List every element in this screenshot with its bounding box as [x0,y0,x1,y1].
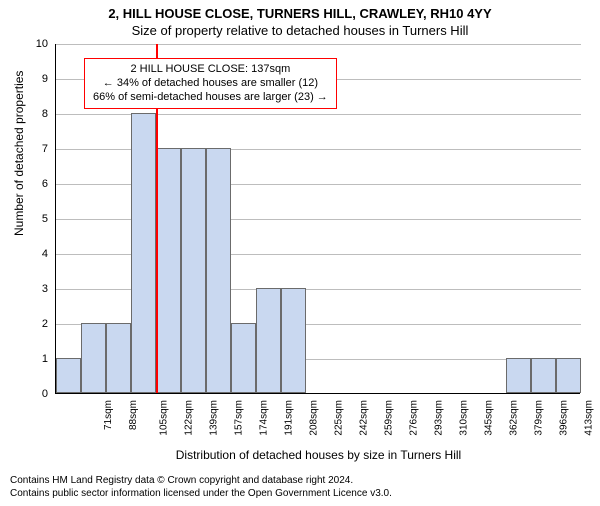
chart-title-description: Size of property relative to detached ho… [0,23,600,38]
histogram-bar [106,323,131,393]
footer-line-2: Contains public sector information licen… [10,488,392,501]
x-tick-label: 191sqm [283,400,294,436]
histogram-bar [281,288,306,393]
histogram-bar [181,148,206,393]
x-tick-label: 105sqm [158,400,169,436]
footer-line-1: Contains HM Land Registry data © Crown c… [10,475,392,488]
x-tick-label: 345sqm [483,400,494,436]
histogram-bar [256,288,281,393]
histogram-bar [206,148,231,393]
x-tick-label: 157sqm [233,400,244,436]
y-tick-label: 0 [28,388,48,400]
x-tick-label: 122sqm [183,400,194,436]
histogram-bar [81,323,106,393]
y-tick-label: 10 [28,38,48,50]
y-tick-label: 4 [28,248,48,260]
x-tick-label: 259sqm [383,400,394,436]
histogram-bar [506,358,531,393]
y-tick-label: 1 [28,353,48,365]
x-tick-label: 310sqm [458,400,469,436]
y-tick-label: 5 [28,213,48,225]
histogram-bar [531,358,556,393]
gridline [56,44,581,45]
y-tick-label: 6 [28,178,48,190]
footer-attribution: Contains HM Land Registry data © Crown c… [10,475,392,500]
x-tick-label: 88sqm [128,400,139,430]
annotation-line: 66% of semi-detached houses are larger (… [93,91,328,105]
x-axis-label: Distribution of detached houses by size … [56,448,581,462]
annotation-line: ← 34% of detached houses are smaller (12… [93,77,328,91]
x-tick-label: 362sqm [508,400,519,436]
x-tick-label: 413sqm [583,400,594,436]
x-tick-label: 139sqm [208,400,219,436]
x-tick-label: 174sqm [258,400,269,436]
y-tick-label: 2 [28,318,48,330]
y-axis-label: Number of detached properties [12,71,26,236]
y-tick-label: 8 [28,108,48,120]
x-tick-label: 396sqm [558,400,569,436]
plot-area: 0123456789102 HILL HOUSE CLOSE: 137sqm← … [55,44,580,394]
x-tick-label: 71sqm [103,400,114,430]
x-tick-label: 379sqm [533,400,544,436]
annotation-line: 2 HILL HOUSE CLOSE: 137sqm [93,63,328,77]
x-tick-label: 276sqm [408,400,419,436]
chart-area: 0123456789102 HILL HOUSE CLOSE: 137sqm← … [55,44,580,394]
y-tick-label: 7 [28,143,48,155]
histogram-bar [131,113,156,393]
histogram-bar [156,148,181,393]
y-tick-label: 9 [28,73,48,85]
x-tick-label: 208sqm [308,400,319,436]
histogram-bar [231,323,256,393]
histogram-bar [556,358,581,393]
annotation-box: 2 HILL HOUSE CLOSE: 137sqm← 34% of detac… [84,58,337,109]
x-tick-label: 242sqm [358,400,369,436]
y-tick-label: 3 [28,283,48,295]
x-tick-label: 225sqm [333,400,344,436]
x-tick-label: 293sqm [433,400,444,436]
histogram-bar [56,358,81,393]
chart-title-address: 2, HILL HOUSE CLOSE, TURNERS HILL, CRAWL… [0,6,600,21]
